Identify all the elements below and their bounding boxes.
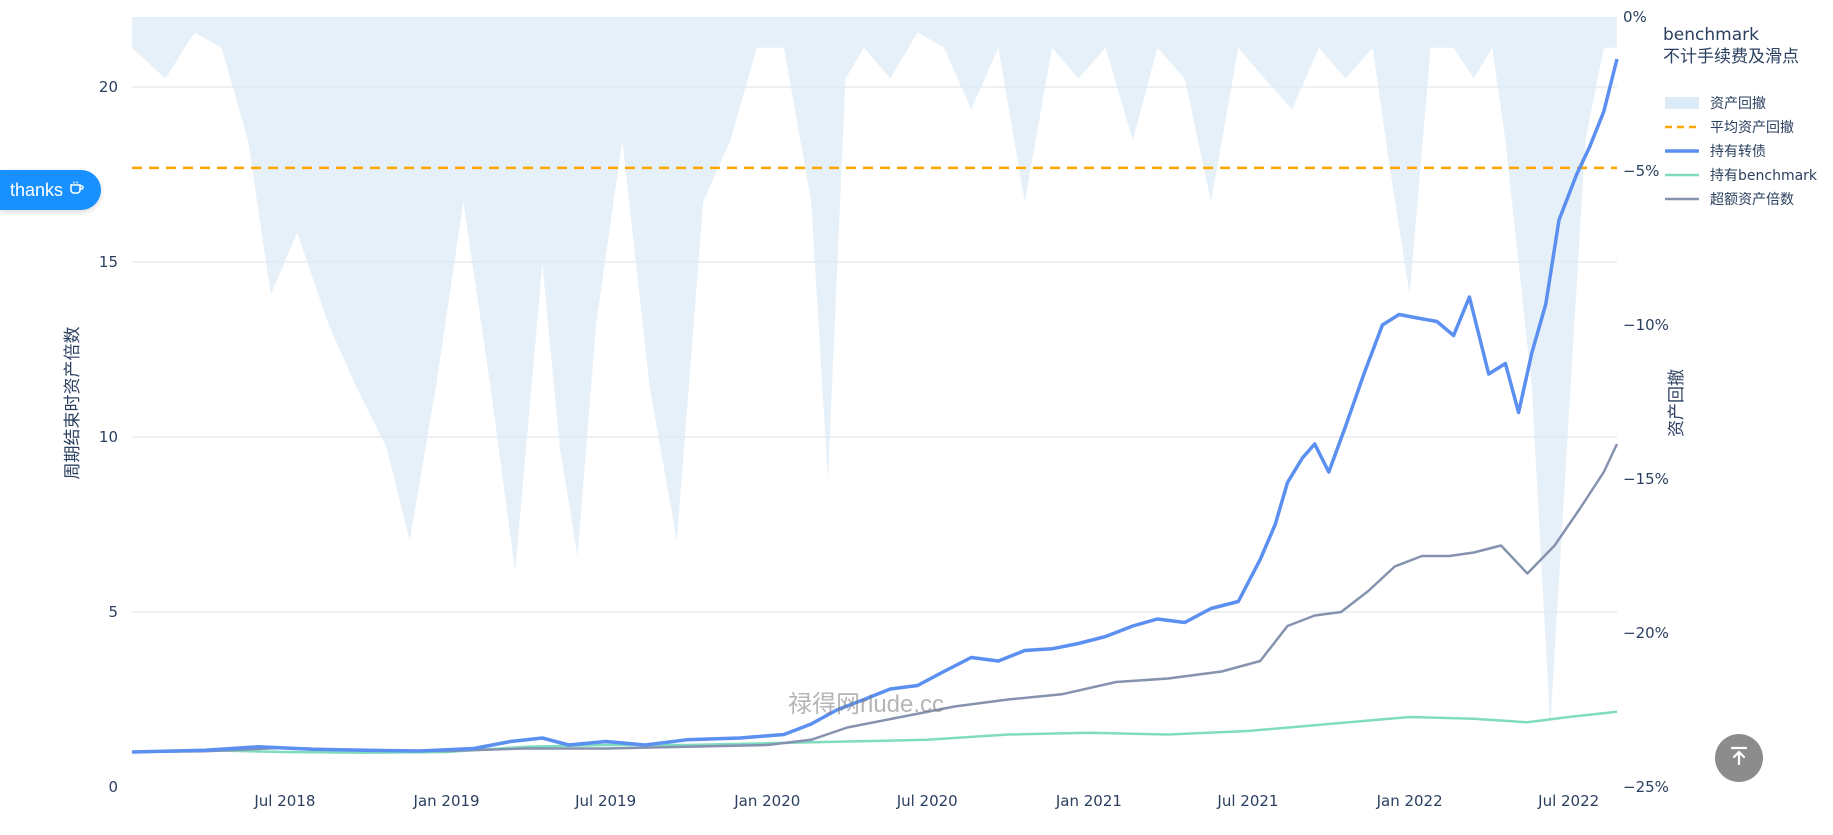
y2-tick-label: −10% xyxy=(1623,316,1669,334)
series-line-2 xyxy=(131,58,1619,754)
back-to-top-button[interactable] xyxy=(1715,734,1763,782)
x-tick-label: Jan 2021 xyxy=(1055,792,1122,810)
thanks-button[interactable]: thanks xyxy=(0,170,102,210)
legend-title: benchmark xyxy=(1663,25,1759,45)
y2-tick-label: −25% xyxy=(1623,778,1669,796)
legend[interactable]: benchmark不计手续费及滑点资产回撤平均资产回撤持有转债持有benchma… xyxy=(1663,25,1818,208)
x-tick-label: Jan 2019 xyxy=(413,792,480,810)
y2-axis-title: 资产回撤 xyxy=(1667,369,1687,437)
legend-label: 资产回撤 xyxy=(1710,96,1766,112)
thanks-button-label: thanks xyxy=(10,179,64,200)
legend-label: 超额资产倍数 xyxy=(1710,192,1794,208)
x-tick-label: Jul 2018 xyxy=(253,792,315,810)
legend-item[interactable]: 平均资产回撤 xyxy=(1665,120,1794,136)
legend-label: 平均资产回撤 xyxy=(1710,120,1794,136)
coffee-cup-icon xyxy=(69,180,85,201)
arrow-up-to-line-icon xyxy=(1728,745,1750,771)
x-tick-label: Jan 2020 xyxy=(733,792,800,810)
axes: 0 5 10 15 20 0% −5% −10% −15% −20% −25% Jul 2018 Jan… xyxy=(63,8,1687,810)
series-lines-layer xyxy=(131,58,1619,754)
legend-label: 持有benchmark xyxy=(1710,168,1818,184)
y2-tick-label: −20% xyxy=(1623,624,1669,642)
y-axis-title: 周期结束时资产倍数 xyxy=(63,327,83,480)
legend-item[interactable]: 持有benchmark xyxy=(1665,168,1818,184)
legend-item[interactable]: 超额资产倍数 xyxy=(1665,192,1794,208)
y-tick-label: 15 xyxy=(99,253,118,271)
y-tick-label: 5 xyxy=(108,603,118,621)
legend-item[interactable]: 资产回撤 xyxy=(1665,96,1766,112)
legend-label: 持有转债 xyxy=(1710,144,1766,160)
x-tick-label: Jul 2020 xyxy=(896,792,958,810)
y2-tick-label: 0% xyxy=(1623,8,1647,26)
drawdown-area xyxy=(132,17,1617,726)
legend-item[interactable]: 持有转债 xyxy=(1665,144,1766,160)
legend-swatch xyxy=(1665,97,1699,109)
y2-tick-label: −5% xyxy=(1623,162,1659,180)
drawdown-area-layer xyxy=(132,17,1617,726)
legend-subtitle: 不计手续费及滑点 xyxy=(1663,47,1799,67)
series-line-4 xyxy=(131,443,1619,754)
x-tick-label: Jan 2022 xyxy=(1376,792,1443,810)
x-tick-label: Jul 2019 xyxy=(574,792,636,810)
x-tick-label: Jul 2022 xyxy=(1537,792,1599,810)
y2-tick-label: −15% xyxy=(1623,470,1669,488)
y-tick-label: 0 xyxy=(108,778,118,796)
y-tick-label: 20 xyxy=(99,78,118,96)
x-tick-label: Jul 2021 xyxy=(1216,792,1278,810)
y-tick-label: 10 xyxy=(99,428,118,446)
series-line-3 xyxy=(131,710,1618,754)
